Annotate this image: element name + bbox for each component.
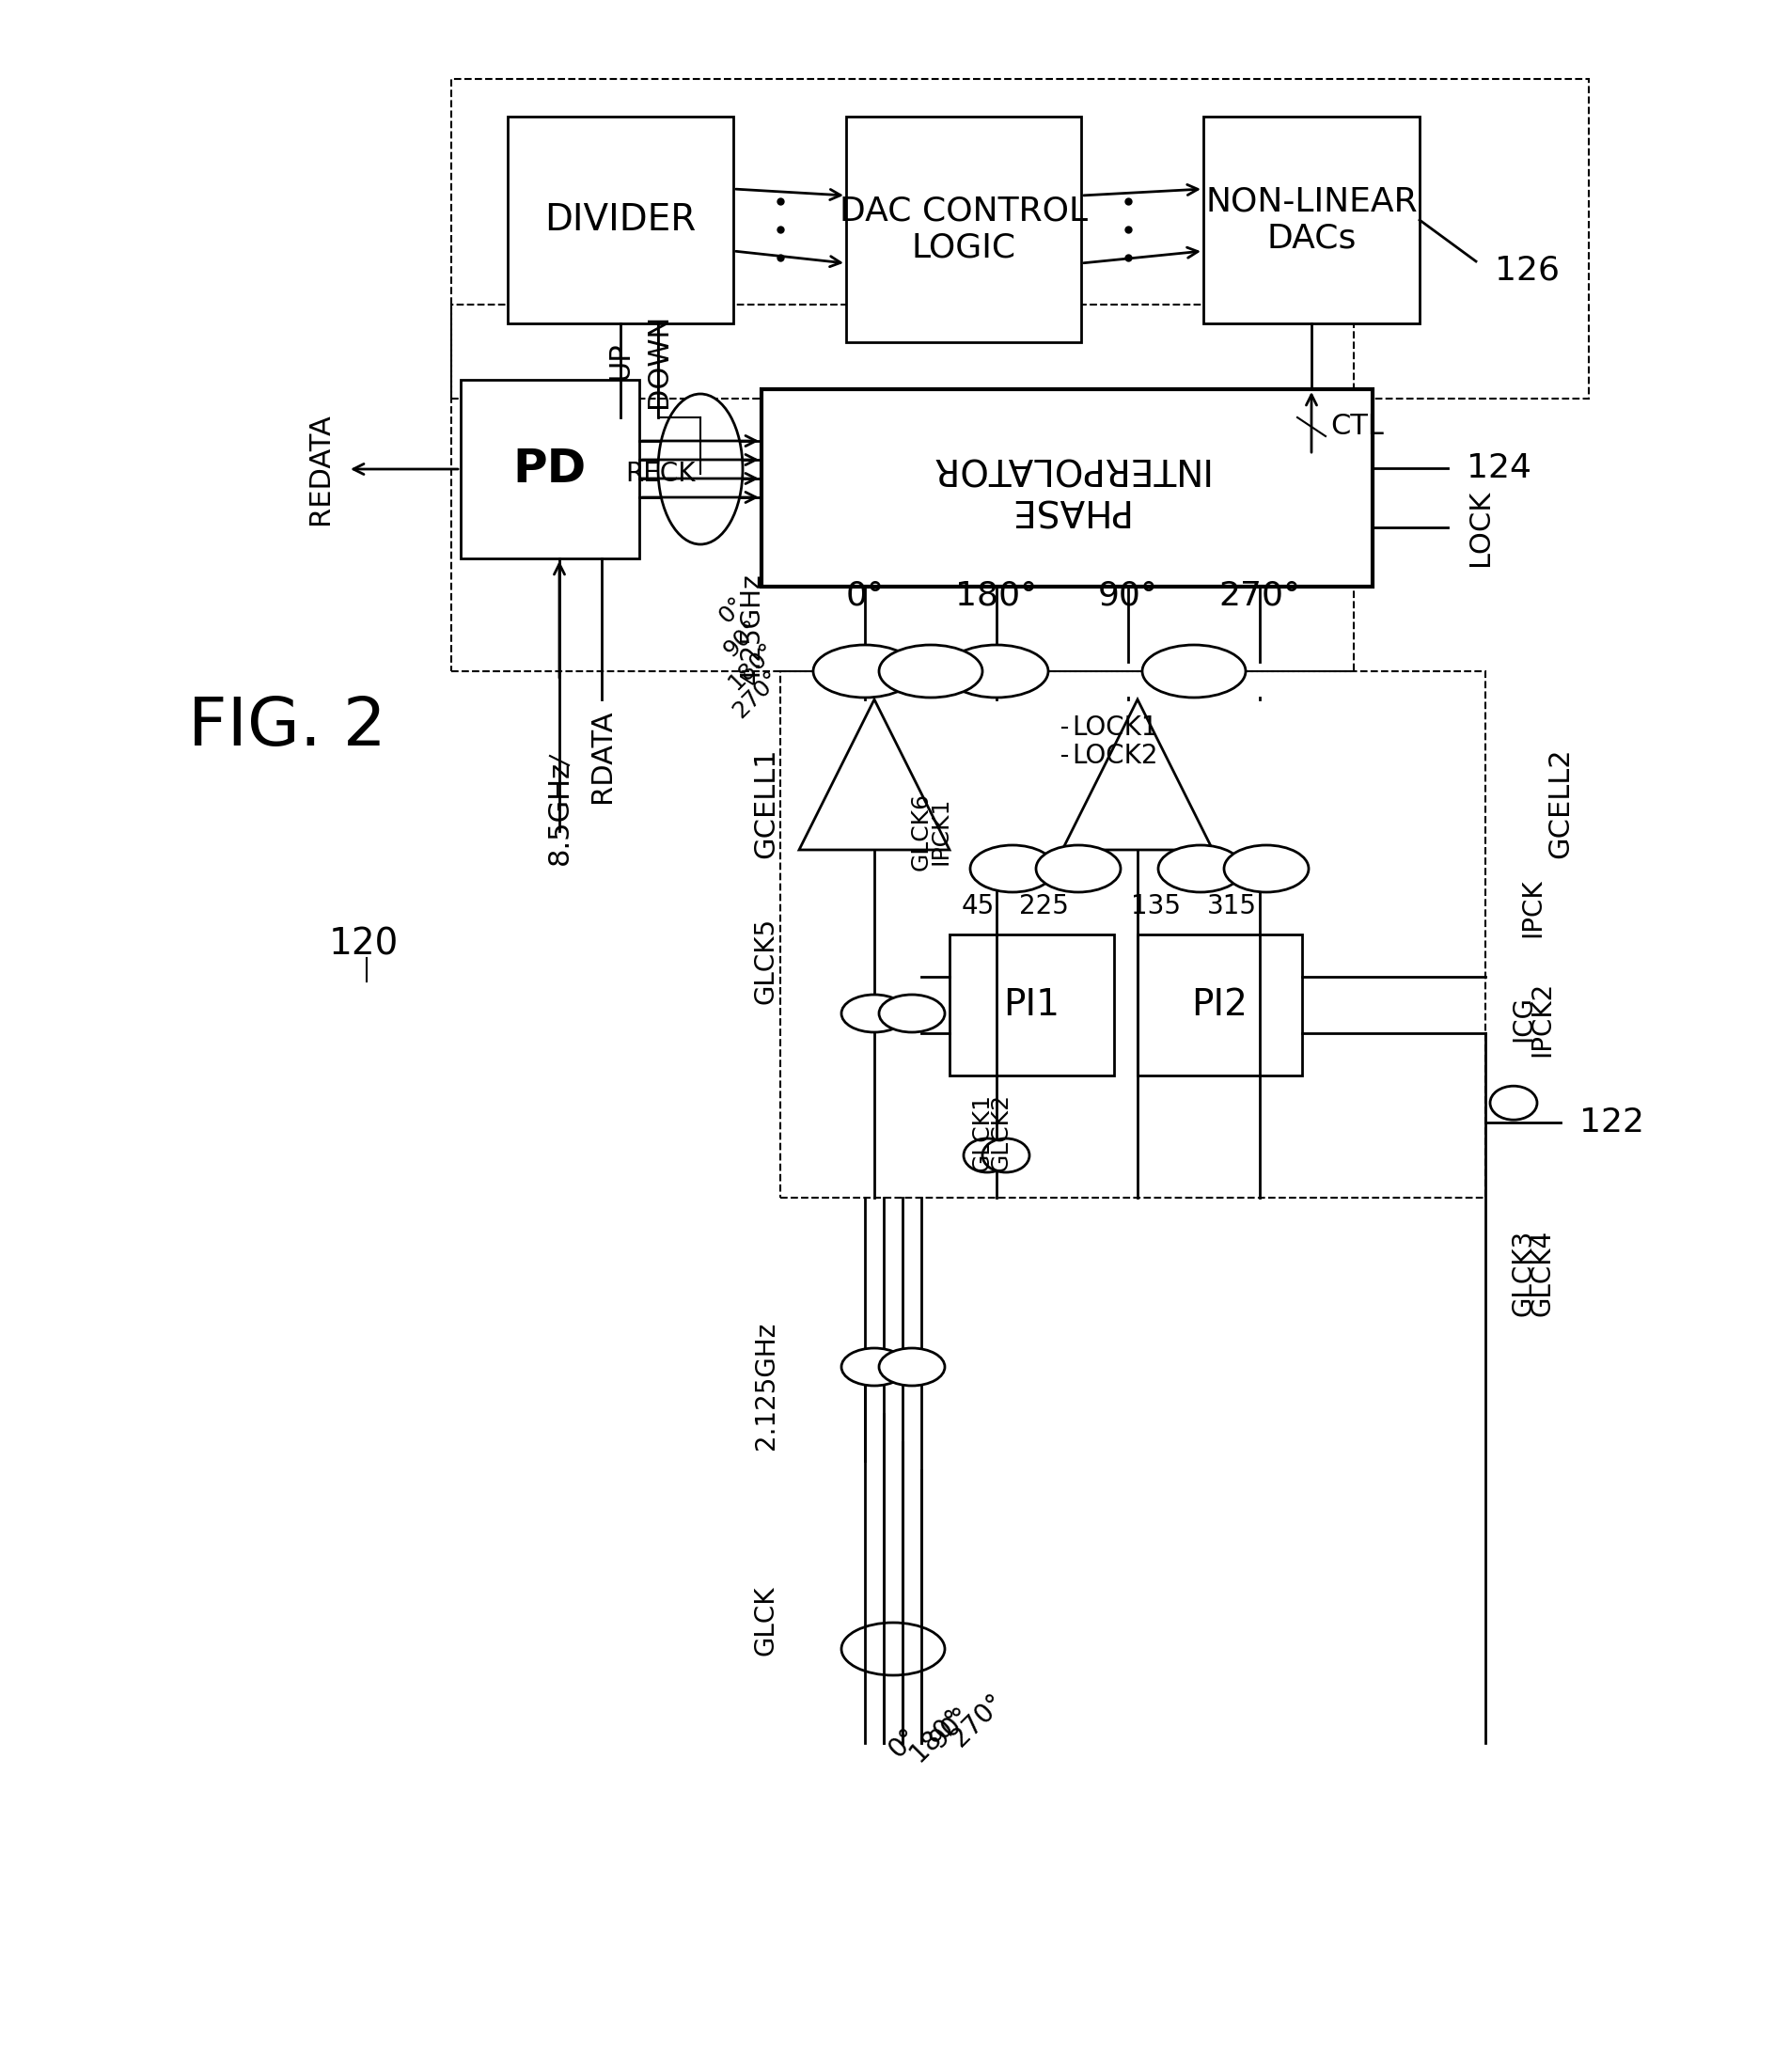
Ellipse shape [878,1349,946,1386]
Text: GLCK: GLCK [752,1585,779,1656]
Ellipse shape [878,995,946,1032]
Text: LOCK1: LOCK1 [1071,715,1158,742]
Text: NON-LINEAR
DACs: NON-LINEAR DACs [1205,186,1417,255]
Text: ICG: ICG [1510,997,1536,1042]
Text: 4.25GHz: 4.25GHz [740,574,765,684]
Ellipse shape [841,995,907,1032]
Text: 90°: 90° [718,615,765,661]
Ellipse shape [1142,644,1245,698]
Text: PD: PD [513,448,587,491]
Text: GCELL1: GCELL1 [752,748,781,858]
Text: FIG. 2: FIG. 2 [188,696,387,760]
Text: GLCK4: GLCK4 [1529,1229,1556,1316]
Text: REDATA: REDATA [307,412,334,524]
Text: 124: 124 [1467,452,1531,485]
Ellipse shape [658,394,743,545]
Ellipse shape [946,644,1048,698]
Text: 225: 225 [1018,893,1068,920]
Text: 180°: 180° [905,1703,967,1767]
Text: 45: 45 [962,893,993,920]
Text: 180°: 180° [956,580,1038,611]
Text: 8.5GHz: 8.5GHz [546,760,573,864]
Text: IPCK: IPCK [1519,879,1545,939]
Text: 90°: 90° [924,1703,976,1753]
Bar [846,116,1080,342]
Ellipse shape [1490,1086,1536,1119]
Bar [761,390,1373,586]
Bar [461,379,639,559]
Text: UP: UP [607,342,633,379]
Bar [451,305,1354,671]
Bar [949,934,1114,1075]
Text: GCELL2: GCELL2 [1547,748,1574,858]
Text: 126: 126 [1495,255,1559,286]
Text: GLCK6: GLCK6 [910,792,933,870]
Ellipse shape [970,845,1056,893]
Polygon shape [1063,700,1213,850]
Bar [1137,934,1302,1075]
Text: GLCK1: GLCK1 [970,1092,993,1171]
Text: 270°: 270° [1219,580,1300,611]
Text: GLCK3: GLCK3 [1510,1229,1536,1316]
Text: RECK: RECK [626,460,695,487]
Bar [451,79,1590,398]
Text: RDATA: RDATA [587,709,616,802]
Ellipse shape [963,1138,1011,1173]
Bar [781,671,1485,1198]
Text: 135: 135 [1132,893,1181,920]
Text: IPCK2: IPCK2 [1529,982,1556,1057]
Text: 180°: 180° [724,638,781,694]
Text: 0°: 0° [883,1724,922,1763]
Ellipse shape [1224,845,1309,893]
Ellipse shape [841,1349,907,1386]
Ellipse shape [983,1138,1029,1173]
Ellipse shape [841,1622,946,1676]
Text: DIVIDER: DIVIDER [545,203,695,238]
Text: 0°: 0° [715,593,749,628]
Text: CTL: CTL [1330,412,1384,441]
Text: PHASE
INTERPOLATOR: PHASE INTERPOLATOR [928,450,1206,526]
Text: 270°: 270° [729,667,784,723]
Text: 120: 120 [328,926,399,961]
Ellipse shape [1158,845,1244,893]
Text: DOWN: DOWN [644,313,672,408]
Text: GLCK5: GLCK5 [752,918,779,1005]
Text: LOCK: LOCK [1467,489,1494,566]
Ellipse shape [812,644,917,698]
Text: IPCK1: IPCK1 [930,798,951,866]
Ellipse shape [1036,845,1121,893]
Text: 315: 315 [1206,893,1256,920]
Bar [1203,116,1419,323]
Text: GLCK2: GLCK2 [990,1092,1013,1171]
Text: 0°: 0° [846,580,883,611]
Text: 270°: 270° [946,1689,1009,1753]
Text: DAC CONTROL
LOGIC: DAC CONTROL LOGIC [839,195,1087,263]
Text: PI2: PI2 [1192,986,1247,1024]
Ellipse shape [878,644,983,698]
Bar [507,116,733,323]
Text: LOCK2: LOCK2 [1071,742,1158,769]
Text: PI1: PI1 [1004,986,1061,1024]
Text: 122: 122 [1579,1106,1644,1138]
Text: 2.125GHz: 2.125GHz [752,1322,779,1450]
Text: 90°: 90° [1098,580,1158,611]
Polygon shape [798,700,949,850]
